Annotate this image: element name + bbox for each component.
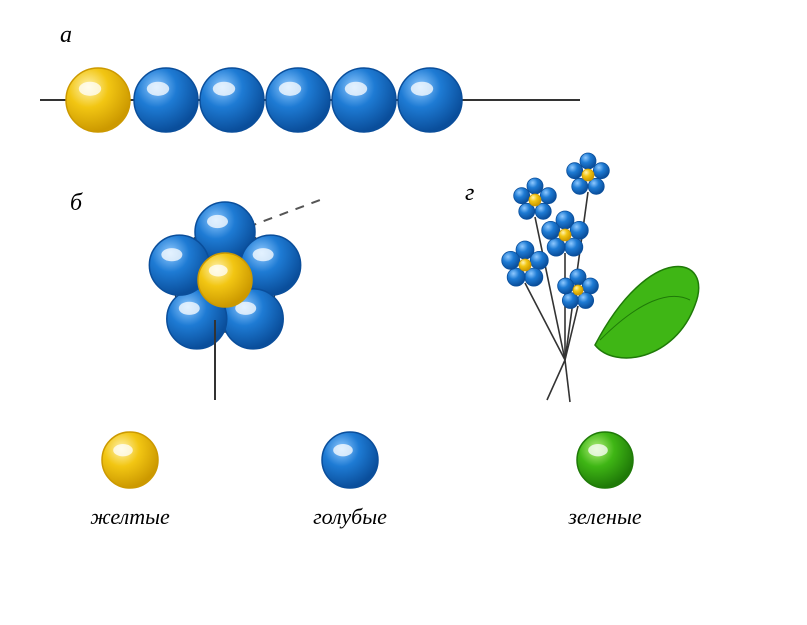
row-bead-4	[332, 68, 396, 132]
stem-3	[525, 283, 565, 360]
legend-label-green: зеленые	[567, 504, 642, 529]
panel-g	[502, 153, 699, 402]
panel-a	[40, 68, 580, 132]
mini-flower-1	[567, 153, 610, 194]
legend-bead-blue	[322, 432, 378, 488]
row-bead-0	[66, 68, 130, 132]
label-b: б	[70, 190, 83, 216]
label-a: а	[60, 22, 72, 48]
center-bead	[198, 253, 252, 307]
legend-row	[102, 432, 633, 488]
row-bead-5	[398, 68, 462, 132]
legend-bead-yellow	[102, 432, 158, 488]
row-bead-3	[266, 68, 330, 132]
mini-flower-2	[542, 211, 589, 256]
legend-label-blue: голубые	[313, 504, 387, 529]
bead-diagram: а б г желтые голубые зеленые	[0, 0, 807, 625]
panel-b	[149, 200, 320, 400]
mini-flower-0	[514, 178, 557, 219]
row-bead-1	[134, 68, 198, 132]
stem-tail-1	[547, 360, 565, 400]
legend-label-yellow: желтые	[90, 504, 170, 529]
mini-flower-4	[558, 269, 599, 309]
row-bead-2	[200, 68, 264, 132]
leaf	[595, 266, 699, 357]
stem-tail-2	[565, 360, 570, 402]
label-g: г	[465, 180, 474, 206]
legend-bead-green	[577, 432, 633, 488]
